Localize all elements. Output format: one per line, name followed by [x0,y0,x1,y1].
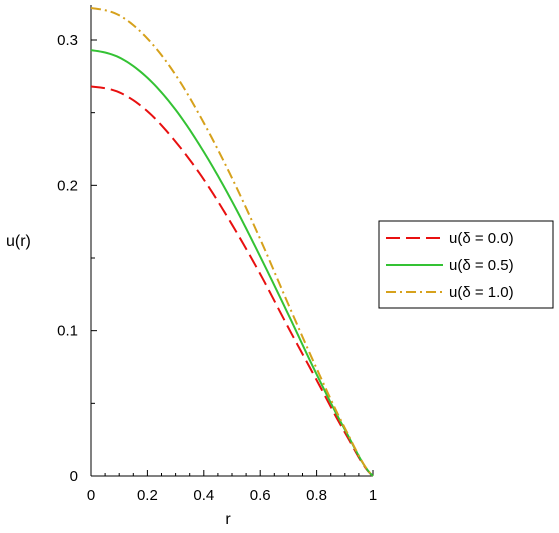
series-line-2 [90,7,374,477]
y-tick-label: 0.3 [57,32,78,49]
legend-label-0: u(δ = 0.0) [449,230,514,247]
series-lines [90,7,374,477]
legend: u(δ = 0.0) u(δ = 0.5) u(δ = 1.0) [378,220,554,309]
x-tick-label: 0.6 [250,487,271,504]
x-axis-title: r [225,511,231,528]
x-tick-label: 0.4 [193,487,214,504]
x-tick-label: 1 [369,487,377,504]
series-line-1 [90,49,374,477]
plot-axes: 0 0.2 0.4 0.6 0.8 1 0 0.1 0.2 0.3 [57,5,377,504]
x-tick-label: 0 [87,487,95,504]
y-tick-label: 0.1 [57,323,78,340]
y-axis-title: u(r) [6,233,31,250]
series-line-0 [90,85,374,477]
legend-label-1: u(δ = 0.5) [449,257,514,274]
x-tick-label: 0.8 [306,487,327,504]
y-tick-label: 0 [70,468,78,485]
legend-label-2: u(δ = 1.0) [449,284,514,301]
x-tick-label: 0.2 [137,487,158,504]
y-tick-label: 0.2 [57,177,78,194]
